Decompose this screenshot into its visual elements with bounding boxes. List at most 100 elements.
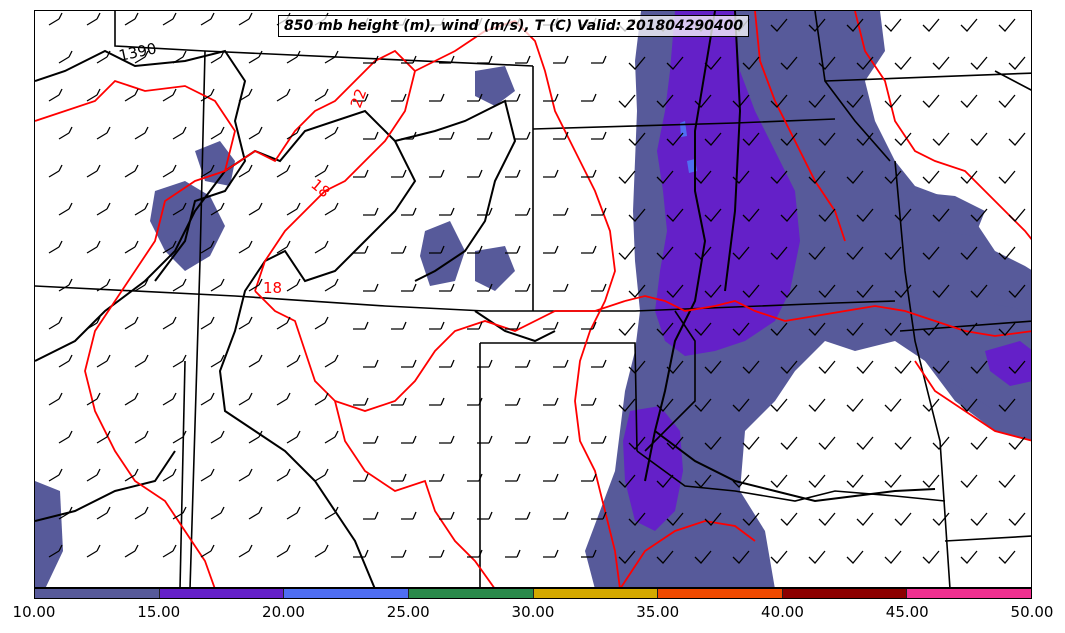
wind-barb — [314, 88, 329, 102]
wind-barb — [846, 550, 864, 564]
wind-barb — [429, 473, 445, 482]
wind-barb — [960, 170, 978, 184]
wind-barb — [1008, 512, 1026, 526]
wind-barb — [58, 126, 73, 140]
wind-barb — [894, 360, 912, 374]
wind-barb — [694, 550, 712, 564]
wind-barb — [922, 474, 940, 488]
wind-barb — [172, 202, 187, 216]
temp-contour-j — [754, 11, 846, 242]
wind-barb — [439, 207, 455, 216]
wind-barb — [96, 278, 111, 292]
colorbar-tick-label: 15.00 — [137, 603, 181, 621]
wind-barb — [770, 94, 788, 108]
wind-barb — [618, 474, 636, 488]
wind-barb — [353, 397, 369, 406]
wind-barb — [553, 359, 569, 368]
political-boundaries — [35, 11, 1031, 587]
wind-barb — [894, 132, 912, 146]
wind-barb — [780, 512, 798, 526]
temp-contour-g — [624, 295, 1031, 337]
wind-barb — [704, 132, 722, 146]
wind-barb — [505, 245, 521, 254]
wind-barb — [543, 93, 559, 102]
colorbar-tick-label: 10.00 — [12, 603, 56, 621]
wind-barb — [780, 436, 798, 450]
wind-barb — [58, 506, 73, 520]
wind-barb — [210, 50, 225, 64]
wind-barb — [134, 50, 149, 64]
wind-barb — [48, 12, 63, 26]
wind-barb — [401, 131, 417, 140]
wind-barb — [628, 132, 646, 146]
temp-contour-d — [254, 290, 626, 412]
wind-barb — [856, 284, 874, 298]
wind-barb — [172, 430, 187, 444]
wind-barb — [429, 321, 445, 330]
wind-barb — [932, 208, 950, 222]
wind-barb — [770, 550, 788, 564]
wind-barb — [666, 360, 684, 374]
colorbar-tick-label: 50.00 — [1010, 603, 1054, 621]
wind-barb — [884, 398, 902, 412]
temp-contour-label-18b: 18 — [263, 279, 282, 297]
wind-barb — [932, 132, 950, 146]
wind-barb — [276, 88, 291, 102]
wind-barb — [124, 392, 139, 406]
wind-barb — [477, 435, 493, 444]
wind-barb — [391, 473, 407, 482]
wind-barb — [276, 164, 291, 178]
wind-barb — [704, 56, 722, 70]
wind-barb — [248, 430, 263, 444]
wind-shading-15-20 — [623, 11, 1031, 531]
colorbar-segment — [907, 589, 1031, 598]
wind-barb — [581, 93, 597, 102]
wind-barb — [818, 284, 836, 298]
wind-barb — [238, 392, 253, 406]
wind-barb — [581, 549, 597, 558]
wind-barb — [276, 392, 291, 406]
wind-barb — [124, 12, 139, 26]
colorbar-segment — [533, 589, 659, 598]
wind-barb — [391, 549, 407, 558]
wind-barb — [618, 550, 636, 564]
wind-barb — [846, 94, 864, 108]
wind-barb — [134, 506, 149, 520]
wind-barb — [770, 322, 788, 336]
wind-barb — [286, 126, 301, 140]
wind-barb — [694, 398, 712, 412]
wind-barb — [581, 321, 597, 330]
wind-barb — [742, 436, 760, 450]
wind-barb — [324, 50, 339, 64]
wind-barb — [200, 392, 215, 406]
wind-barb — [704, 512, 722, 526]
wind-barb — [618, 170, 636, 184]
wind-barb — [467, 321, 483, 330]
wind-barb — [439, 359, 455, 368]
wind-barb — [86, 468, 101, 482]
wind-barb — [960, 18, 978, 32]
wind-barb — [998, 322, 1016, 336]
wind-barb — [200, 468, 215, 482]
wind-barb — [96, 50, 111, 64]
wind-barb — [58, 278, 73, 292]
wind-barb — [998, 474, 1016, 488]
wind-barb — [1008, 360, 1026, 374]
wind-barb — [656, 474, 674, 488]
wind-barb — [363, 207, 379, 216]
wind-barb — [134, 278, 149, 292]
shade-blob-central — [420, 221, 465, 286]
wind-barb — [124, 164, 139, 178]
shade-blob-mid — [475, 246, 515, 291]
wind-barb — [162, 88, 177, 102]
wind-barb — [884, 170, 902, 184]
wind-barb — [353, 321, 369, 330]
wind-barb — [970, 208, 988, 222]
height-contour-center — [394, 99, 517, 282]
colorbar-segment — [284, 589, 409, 598]
wind-barb — [704, 284, 722, 298]
wind-barb — [884, 18, 902, 32]
wind-barb — [591, 131, 607, 140]
wind-barb — [134, 202, 149, 216]
wind-barb — [884, 474, 902, 488]
